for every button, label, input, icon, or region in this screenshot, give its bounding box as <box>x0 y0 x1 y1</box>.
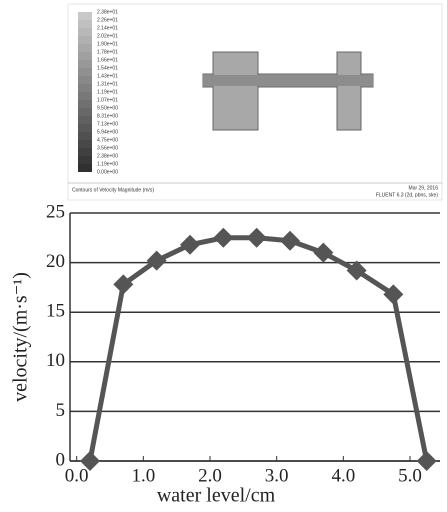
colorbar-swatch <box>78 60 92 68</box>
x-tick-label: 1.0 <box>131 465 155 486</box>
version: FLUENT 6.3 (2d, pbns, ske) <box>376 192 438 198</box>
y-axis-label: velocity/(m·s⁻¹) <box>10 272 32 402</box>
colorbar-swatch <box>78 12 92 20</box>
page: Contours of Velocity Magnitude (m/s) Mar… <box>0 0 447 512</box>
x-tick-label: 0.0 <box>65 465 89 486</box>
colorbar-swatch <box>78 116 92 124</box>
pipe-front <box>203 75 373 86</box>
colorbar-swatch <box>78 28 92 36</box>
colorbar-swatch <box>78 132 92 140</box>
x-axis-label: water level/cm <box>157 485 276 507</box>
tank-left <box>213 52 258 130</box>
colorbar-swatch <box>78 156 92 164</box>
colorbar-label: 5.94e+00 <box>97 129 118 135</box>
marker <box>180 235 200 255</box>
y-tick-label: 20 <box>46 251 65 272</box>
colorbar-swatch <box>78 68 92 76</box>
colorbar-label: 1.19e+00 <box>97 161 118 167</box>
colorbar-label: 9.50e+00 <box>97 105 118 111</box>
colorbar-swatch <box>78 44 92 52</box>
marker <box>247 228 267 248</box>
colorbar-swatch <box>78 108 92 116</box>
marker <box>213 228 233 248</box>
colorbar-swatch <box>78 76 92 84</box>
data-line <box>90 238 427 461</box>
marker <box>313 243 333 263</box>
colorbar-swatch <box>78 52 92 60</box>
x-tick-label: 4.0 <box>331 465 355 486</box>
colorbar-swatch <box>78 36 92 44</box>
y-tick-label: 15 <box>46 301 65 322</box>
colorbar-swatch <box>78 20 92 28</box>
colorbar-label: 2.38e+00 <box>97 153 118 159</box>
caption: Contours of Velocity Magnitude (m/s) <box>72 187 154 193</box>
y-tick-label: 10 <box>46 350 65 371</box>
colorbar-swatch <box>78 148 92 156</box>
x-tick-label: 2.0 <box>198 465 222 486</box>
colorbar-swatch <box>78 92 92 100</box>
colorbar-label: 1.43e+01 <box>97 73 118 79</box>
marker <box>280 231 300 251</box>
x-tick-label: 3.0 <box>265 465 289 486</box>
colorbar-label: 0.00e+00 <box>97 169 118 175</box>
y-tick-label: 5 <box>56 400 66 421</box>
colorbar-label: 8.31e+00 <box>97 113 118 119</box>
colorbar-label: 2.14e+01 <box>97 25 118 31</box>
date: Mar 29, 2016 <box>409 185 439 191</box>
colorbar-label: 7.13e+00 <box>97 121 118 127</box>
colorbar-swatch <box>78 140 92 148</box>
colorbar-label: 2.26e+01 <box>97 17 118 23</box>
x-tick-label: 5.0 <box>398 465 422 486</box>
y-tick-label: 0 <box>56 449 66 470</box>
colorbar-label: 1.66e+01 <box>97 57 118 63</box>
colorbar-swatch <box>78 100 92 108</box>
colorbar-label: 2.02e+01 <box>97 33 118 39</box>
tank-right <box>337 52 361 130</box>
colorbar-label: 4.75e+00 <box>97 137 118 143</box>
colorbar-label: 1.78e+01 <box>97 49 118 55</box>
colorbar-swatch <box>78 84 92 92</box>
colorbar-label: 1.54e+01 <box>97 65 118 71</box>
colorbar-label: 1.19e+01 <box>97 89 118 95</box>
colorbar-label: 1.31e+01 <box>97 81 118 87</box>
colorbar-label: 1.90e+01 <box>97 41 118 47</box>
colorbar-swatch <box>78 124 92 132</box>
colorbar-label: 3.56e+00 <box>97 145 118 151</box>
y-tick-label: 25 <box>46 201 65 222</box>
colorbar-label: 1.07e+01 <box>97 97 118 103</box>
colorbar-label: 2.38e+01 <box>97 9 118 15</box>
colorbar-swatch <box>78 164 92 172</box>
